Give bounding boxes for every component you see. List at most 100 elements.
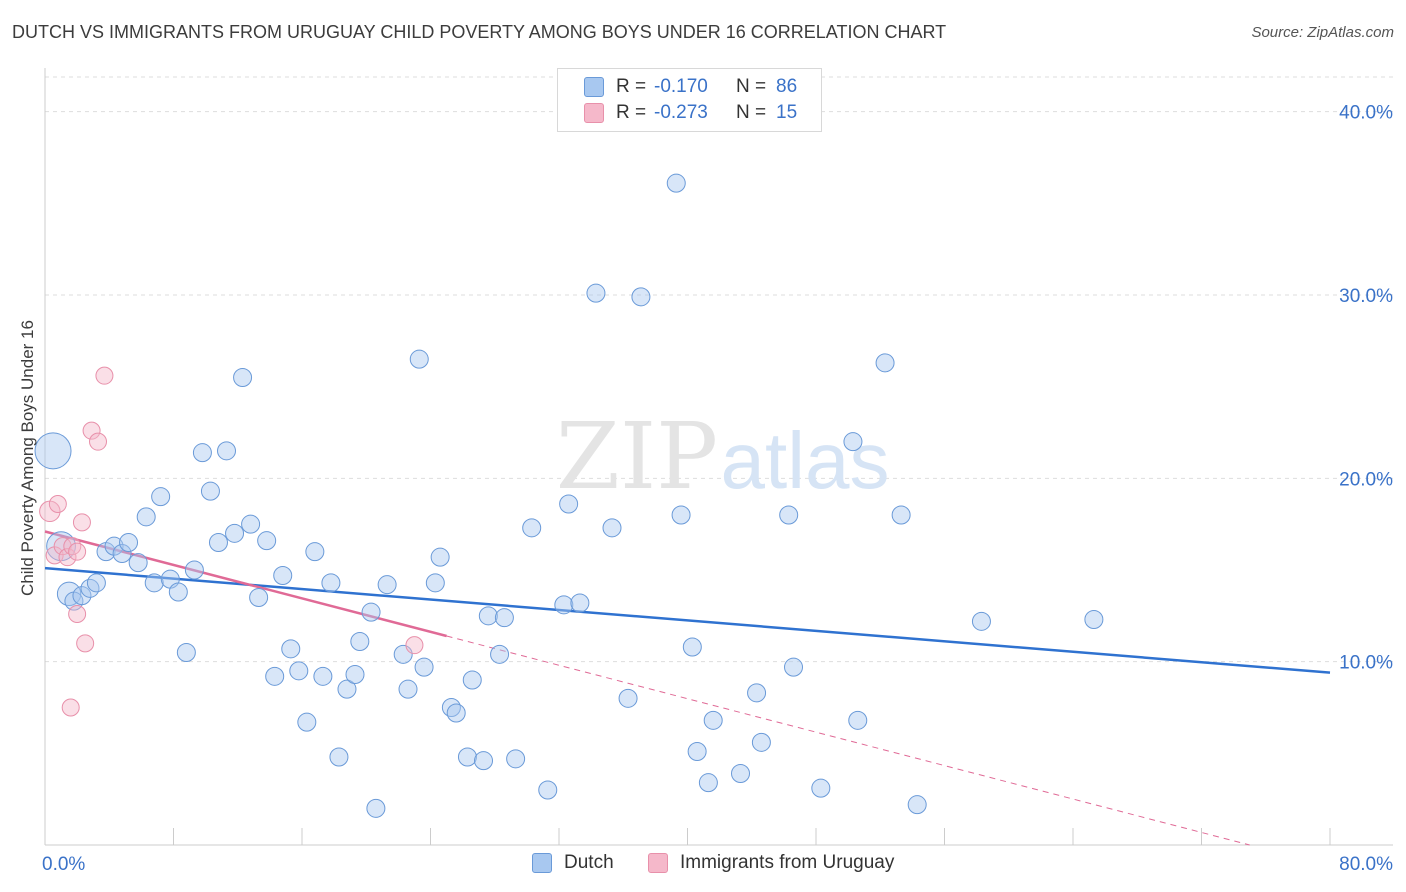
dutch-point	[257, 531, 277, 551]
dutch-point	[478, 606, 498, 626]
dutch-point	[971, 611, 991, 631]
dutch-point	[907, 795, 927, 815]
dutch-point	[366, 798, 386, 818]
dutch-point	[586, 283, 606, 303]
dutch-point	[747, 683, 767, 703]
dutch-point	[602, 518, 622, 538]
uruguay-point	[72, 513, 91, 532]
y-tick-label: 40.0%	[1339, 103, 1393, 124]
dutch-point	[72, 586, 92, 606]
chart-title: DUTCH VS IMMIGRANTS FROM URUGUAY CHILD P…	[12, 22, 947, 42]
uruguay-point	[68, 605, 87, 623]
dutch-point	[168, 582, 188, 602]
dutch-point	[289, 661, 309, 681]
dutch-point	[34, 432, 72, 470]
y-tick-label: 30.0%	[1339, 286, 1393, 307]
dutch-point	[682, 637, 702, 657]
dutch-point	[80, 578, 100, 598]
legend-row-uruguay: R = -0.273 N = 15	[584, 101, 797, 125]
dutch-point	[176, 643, 196, 662]
dutch-point	[233, 368, 253, 387]
dutch-point	[891, 505, 911, 525]
uruguay-point	[405, 636, 424, 655]
dutch-point	[144, 573, 164, 593]
legend-r-label: R =	[616, 76, 647, 97]
dutch-point	[703, 710, 723, 730]
dutch-point	[273, 566, 293, 585]
source-credit: Source: ZipAtlas.com	[1251, 24, 1394, 41]
y-tick-label: 20.0%	[1339, 469, 1393, 490]
legend-n-label: N =	[736, 102, 767, 123]
watermark: ZIP atlas	[556, 403, 890, 510]
uruguay-point	[58, 548, 77, 567]
dutch-point	[345, 665, 365, 684]
dutch-point	[462, 670, 482, 690]
dutch-point	[192, 443, 212, 463]
dutch-point	[281, 639, 301, 659]
legend-r-value: -0.273	[654, 102, 708, 123]
dutch-point	[494, 608, 514, 628]
legend-label-dutch: Dutch	[564, 852, 614, 873]
dutch-trendline	[44, 566, 1331, 674]
uruguay-point	[76, 634, 95, 653]
dutch-point	[666, 173, 686, 193]
watermark-zip: ZIP	[556, 403, 718, 510]
dutch-point	[570, 593, 590, 613]
dutch-point	[559, 494, 579, 514]
dutch-point	[377, 575, 397, 595]
dutch-point	[731, 764, 751, 783]
dutch-point	[631, 287, 651, 307]
dutch-point	[217, 441, 237, 461]
data-points	[34, 173, 1104, 818]
dutch-point	[784, 657, 804, 677]
dutch-point	[671, 505, 691, 525]
dutch-point	[297, 712, 317, 732]
stats-legend: R = -0.170 N = 86 R = -0.273 N = 15	[557, 68, 822, 132]
dutch-point	[848, 710, 868, 730]
dutch-point	[184, 560, 204, 580]
legend-n-label: N =	[736, 76, 767, 97]
y-tick-label: 10.0%	[1339, 653, 1393, 674]
dutch-point	[430, 547, 450, 567]
legend-r-label: R =	[616, 102, 647, 123]
uruguay-point	[89, 432, 108, 451]
uruguay-point	[68, 542, 87, 561]
dutch-point	[350, 632, 370, 651]
legend-n-value: 15	[776, 102, 798, 123]
dutch-point	[554, 595, 574, 615]
dutch-point	[104, 536, 124, 556]
dutch-point	[305, 542, 325, 562]
dutch-point	[265, 666, 285, 686]
dutch-point	[538, 780, 558, 800]
legend-n-value: 86	[776, 76, 798, 97]
dutch-point	[86, 573, 106, 593]
dutch-point	[409, 349, 429, 369]
uruguay-point	[48, 495, 67, 513]
dutch-point	[398, 679, 418, 699]
x-tick-label: 80.0%	[1339, 854, 1393, 875]
dutch-point	[119, 533, 139, 552]
dutch-point	[618, 688, 638, 708]
dutch-point	[698, 773, 718, 793]
dutch-point	[522, 518, 542, 538]
dutch-point	[151, 487, 171, 507]
dutch-point	[136, 507, 156, 527]
uruguay-point	[63, 537, 82, 556]
uruguay-point	[61, 698, 80, 717]
dutch-point	[329, 747, 349, 767]
legend-r-value: -0.170	[654, 76, 708, 97]
dutch-point	[208, 533, 228, 552]
dutch-point	[779, 505, 799, 525]
dutch-point	[225, 523, 245, 543]
dutch-point	[474, 751, 494, 771]
axes	[44, 68, 1393, 846]
y-axis-label: Child Poverty Among Boys Under 16	[18, 320, 37, 596]
dutch-point	[337, 679, 357, 699]
dutch-point	[414, 657, 434, 677]
legend-item-dutch: Dutch	[532, 852, 614, 874]
dutch-point	[457, 747, 477, 767]
dutch-point	[446, 703, 466, 723]
series-legend: Dutch Immigrants from Uruguay	[0, 852, 1406, 878]
watermark-atlas: atlas	[721, 416, 890, 505]
dutch-point	[843, 432, 863, 452]
